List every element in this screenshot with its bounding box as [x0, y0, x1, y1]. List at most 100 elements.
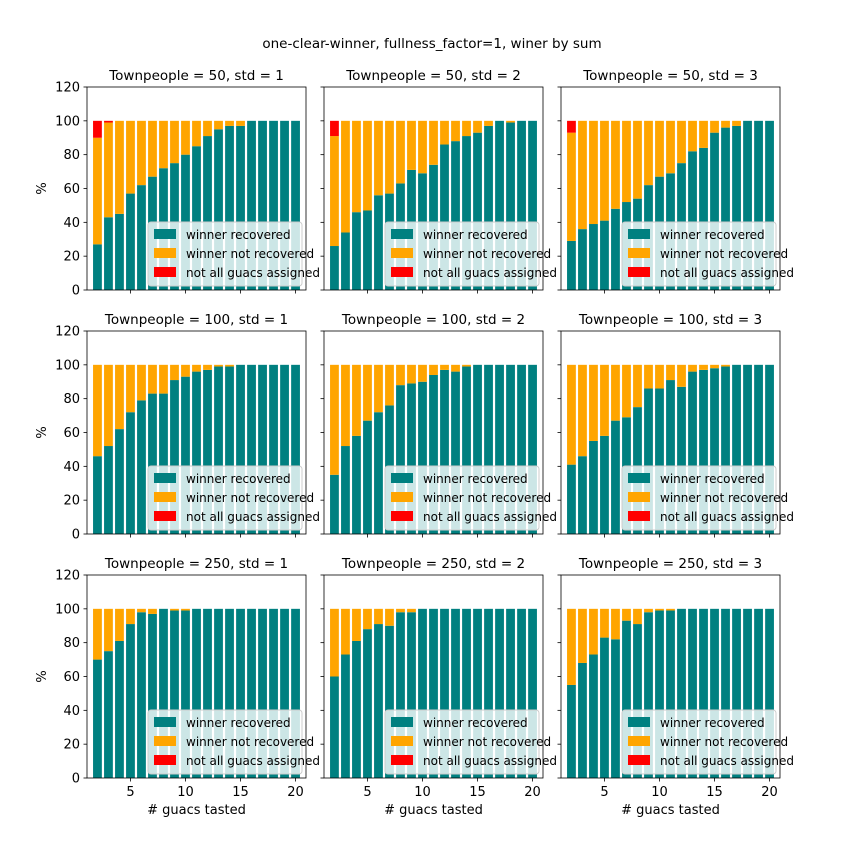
bar-not-recovered	[600, 120, 609, 221]
bar-recovered	[352, 640, 361, 778]
y-tick-label: 20	[63, 494, 80, 509]
bar-not-recovered	[363, 364, 372, 421]
bar-recovered	[655, 388, 664, 534]
bar-not-recovered	[567, 364, 576, 465]
y-tick-label: 40	[63, 704, 80, 719]
bar-not-recovered	[710, 120, 719, 133]
bar-not-recovered	[374, 608, 383, 625]
bar-not-recovered	[688, 120, 697, 152]
legend-label: winner recovered	[660, 228, 765, 242]
legend-label: winner recovered	[660, 472, 765, 486]
bar-recovered	[247, 364, 256, 534]
bar-not-recovered	[589, 120, 598, 225]
x-axis-label: # guacs tasted	[147, 803, 246, 818]
bar-recovered	[115, 429, 124, 534]
bar-not-recovered	[148, 120, 157, 177]
x-tick-label: 10	[651, 785, 668, 800]
legend-swatch	[154, 755, 176, 765]
bar-recovered	[203, 136, 212, 290]
legend-label: not all guacs assigned	[660, 754, 794, 768]
bar-recovered	[721, 608, 730, 778]
bar-recovered	[352, 435, 361, 534]
legend-label: winner not recovered	[186, 491, 314, 505]
bar-not-recovered	[567, 132, 576, 241]
subplot-title: Townpeople = 100, std = 2	[341, 312, 525, 328]
bar-not-recovered	[644, 364, 653, 389]
bar-recovered	[291, 364, 300, 534]
bar-recovered	[495, 364, 504, 534]
bar-recovered	[743, 364, 752, 534]
y-tick-label: 100	[55, 114, 80, 129]
bar-recovered	[589, 654, 598, 778]
bar-not-assigned	[330, 120, 339, 137]
legend-label: winner not recovered	[660, 247, 788, 261]
bar-recovered	[137, 612, 146, 778]
bar-recovered	[622, 620, 631, 778]
bar-not-recovered	[418, 120, 427, 174]
bar-not-recovered	[396, 608, 405, 613]
bar-recovered	[192, 608, 201, 778]
bar-recovered	[126, 624, 135, 778]
legend: winner recovered winner not recovered not …	[384, 709, 557, 775]
subplot-3: Townpeople = 50, std = 3 winner recovered…	[557, 68, 794, 294]
bar-recovered	[578, 456, 587, 534]
bar-recovered	[611, 420, 620, 534]
bar-not-recovered	[699, 120, 708, 148]
y-tick-label: 100	[55, 358, 80, 373]
subplot-6: Townpeople = 100, std = 3 winner recovere…	[557, 312, 794, 538]
bar-recovered	[517, 608, 526, 778]
legend: winner recovered winner not recovered not …	[384, 465, 557, 531]
bar-not-recovered	[181, 120, 190, 155]
bar-recovered	[440, 608, 449, 778]
bar-not-recovered	[374, 120, 383, 196]
bar-recovered	[225, 608, 234, 778]
legend-label: not all guacs assigned	[660, 266, 794, 280]
bar-not-recovered	[126, 608, 135, 625]
bar-recovered	[710, 608, 719, 778]
bar-not-recovered	[104, 608, 113, 652]
bar-not-recovered	[148, 364, 157, 394]
bar-recovered	[236, 125, 245, 290]
bar-not-recovered	[181, 608, 190, 611]
bar-not-recovered	[236, 120, 245, 126]
bar-recovered	[93, 659, 102, 778]
bar-recovered	[743, 120, 752, 290]
bar-recovered	[214, 366, 223, 534]
bar-not-recovered	[93, 364, 102, 457]
bar-recovered	[269, 120, 278, 290]
legend-label: winner not recovered	[423, 491, 551, 505]
y-axis-label: %	[35, 182, 50, 194]
bar-recovered	[528, 364, 537, 534]
y-tick-label: 60	[63, 182, 80, 197]
legend-label: not all guacs assigned	[186, 266, 320, 280]
bar-recovered	[440, 369, 449, 534]
bar-recovered	[611, 639, 620, 778]
bar-recovered	[407, 612, 416, 778]
subplot-4: 0 20 40 60 80 100 120 Townpeople = 100, std = 1…	[35, 312, 320, 543]
bar-recovered	[181, 376, 190, 534]
bar-recovered	[666, 380, 675, 534]
bar-recovered	[341, 232, 350, 290]
y-tick-label: 60	[63, 670, 80, 685]
legend-label: winner not recovered	[186, 735, 314, 749]
bar-not-recovered	[451, 364, 460, 372]
bar-recovered	[291, 120, 300, 290]
bar-not-recovered	[93, 137, 102, 245]
legend-label: winner recovered	[186, 472, 291, 486]
bar-not-recovered	[622, 608, 631, 621]
x-tick-label: 20	[524, 785, 541, 800]
bar-not-recovered	[352, 120, 361, 213]
bar-not-recovered	[396, 364, 405, 386]
bar-recovered	[159, 608, 168, 778]
bar-not-recovered	[352, 608, 361, 641]
y-tick-label: 120	[55, 325, 80, 340]
bar-recovered	[633, 624, 642, 778]
y-tick-label: 0	[72, 284, 80, 299]
bar-not-recovered	[203, 364, 212, 370]
legend-swatch	[628, 267, 650, 277]
legend-label: winner recovered	[423, 716, 528, 730]
bar-not-recovered	[170, 364, 179, 381]
bar-recovered	[258, 120, 267, 290]
bar-recovered	[170, 610, 179, 778]
bar-recovered	[699, 147, 708, 290]
